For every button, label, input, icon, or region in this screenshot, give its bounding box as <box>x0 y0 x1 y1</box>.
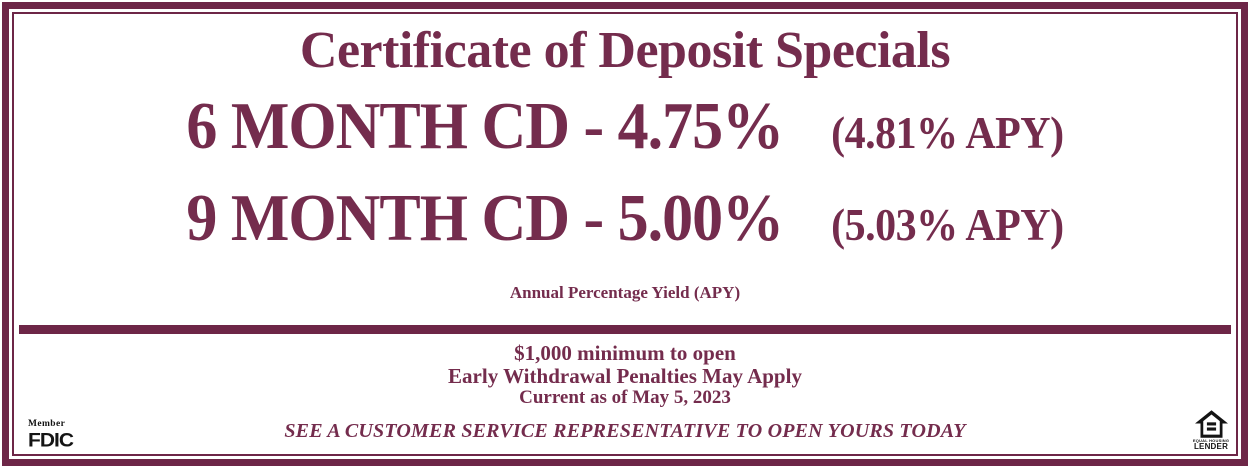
inner-border-frame: Certificate of Deposit Specials 6 MONTH … <box>12 12 1238 456</box>
minimum-to-open-text: $1,000 minimum to open <box>514 340 736 365</box>
equal-housing-text: EQUAL HOUSING <box>1192 438 1230 443</box>
equal-housing-house-icon <box>1194 410 1228 438</box>
rate-row-6-month: 6 MONTH CD - 4.75% (4.81% APY) <box>14 88 1236 185</box>
rate-9-month-label: 9 MONTH CD - 5.00% <box>186 181 784 255</box>
current-as-of-text: Current as of May 5, 2023 <box>519 387 731 408</box>
rate-6-month-apy: (4.81% APY) <box>831 108 1064 159</box>
fdic-label: FDIC <box>28 429 74 451</box>
lender-text: LENDER <box>1193 442 1229 451</box>
apy-note: Annual Percentage Yield (APY) <box>509 283 741 302</box>
horizontal-divider <box>19 325 1231 334</box>
member-fdic-logo: Member FDIC <box>28 419 74 452</box>
banner-content: Certificate of Deposit Specials 6 MONTH … <box>14 14 1236 454</box>
rate-6-month-label: 6 MONTH CD - 4.75% <box>186 89 784 163</box>
member-label: Member <box>28 419 66 429</box>
rate-row-9-month: 9 MONTH CD - 5.00% (5.03% APY) <box>14 180 1236 277</box>
early-withdrawal-text: Early Withdrawal Penalties May Apply <box>448 363 802 388</box>
rate-9-month-apy: (5.03% APY) <box>831 200 1064 251</box>
equal-housing-lender-logo: EQUAL HOUSING LENDER <box>1190 410 1232 451</box>
banner-title: Certificate of Deposit Specials <box>299 21 951 79</box>
cta-text: SEE A CUSTOMER SERVICE REPRESENTATIVE TO… <box>284 419 966 442</box>
